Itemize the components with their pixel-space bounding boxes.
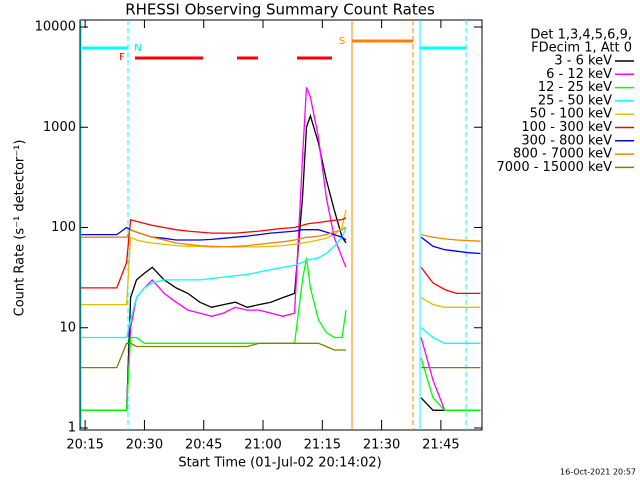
y-tick-label: 10	[59, 320, 76, 335]
legend-label: 3 - 6 keV	[554, 54, 612, 69]
y-axis-label: Count Rate (s⁻¹ detector⁻¹)	[13, 140, 28, 317]
state-label: F	[119, 52, 125, 63]
legend-label: 50 - 100 keV	[530, 107, 613, 122]
series-line	[81, 257, 481, 411]
series-line	[81, 226, 481, 248]
x-tick-label: 21:00	[244, 438, 281, 453]
legend-label: 25 - 50 keV	[538, 93, 612, 108]
legend-label: 300 - 800 keV	[521, 133, 612, 148]
series-line	[81, 342, 481, 369]
legend-label: 6 - 12 keV	[546, 67, 612, 82]
series-line	[81, 226, 481, 255]
x-tick-label: 20:30	[126, 438, 163, 453]
instrument-states	[82, 39, 466, 60]
x-tick-label: 21:15	[304, 438, 341, 453]
y-tick-label: 100	[51, 220, 76, 235]
state-edges	[80, 20, 467, 430]
plot-frame	[79, 19, 483, 431]
timestamp: 16-Oct-2021 20:57	[560, 468, 636, 477]
y-tick-label: 10000	[35, 20, 76, 35]
state-label: S	[339, 36, 345, 47]
legend-label: 800 - 7000 keV	[513, 147, 612, 162]
legend-label: 7000 - 15000 keV	[497, 160, 613, 175]
state-label: N	[134, 43, 141, 54]
x-tick-label: 21:30	[363, 438, 400, 453]
chart-title: RHESSI Observing Summary Count Rates	[125, 1, 435, 19]
x-axis-label: Start Time (01-Jul-02 20:14:02)	[178, 456, 381, 471]
legend-label: 100 - 300 keV	[521, 120, 612, 135]
series-line	[81, 227, 481, 344]
x-tick-label: 21:45	[422, 438, 459, 453]
y-tick-label: 1000	[43, 120, 76, 135]
series-line	[81, 217, 481, 295]
x-tick-label: 20:45	[185, 438, 222, 453]
series-line	[81, 113, 481, 411]
legend-header: Det 1,3,4,5,6,9,	[530, 28, 632, 43]
legend-label: 12 - 25 keV	[538, 80, 612, 95]
y-tick-label: 1	[68, 421, 76, 436]
series-line	[81, 87, 481, 411]
legend-header: FDecim 1, Att 0	[531, 41, 632, 56]
x-tick-label: 20:15	[66, 438, 103, 453]
